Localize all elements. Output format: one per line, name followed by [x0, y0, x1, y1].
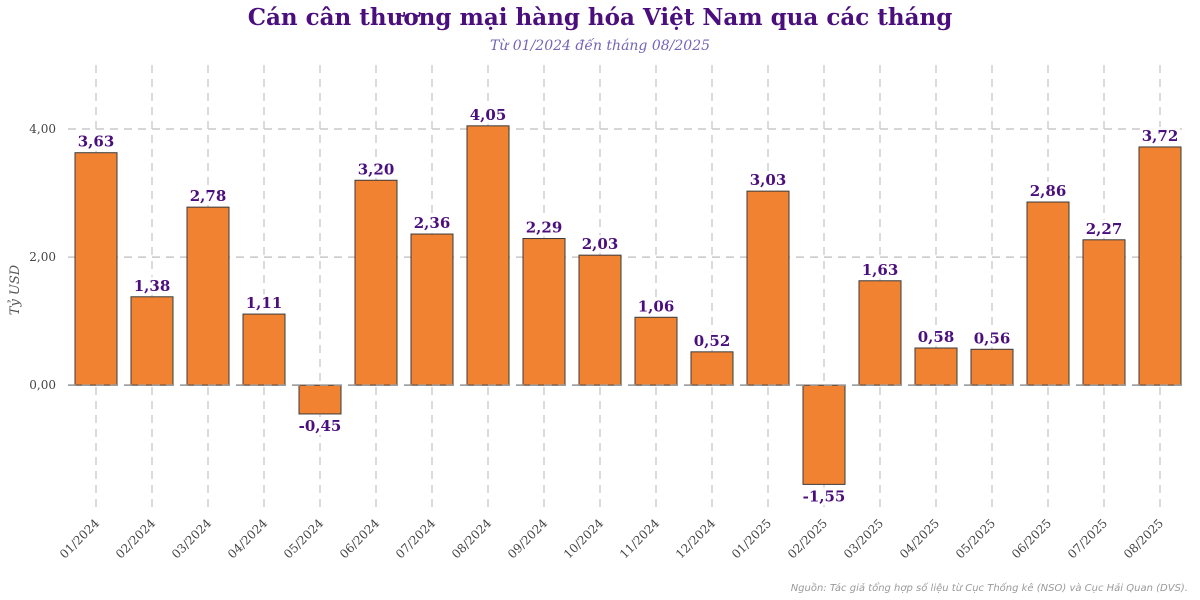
y-tick-label: 0,00 — [29, 378, 56, 392]
bar — [1082, 239, 1126, 386]
data-label-bg — [579, 235, 621, 254]
x-tick-label: 08/2024 — [449, 516, 494, 561]
data-label-bg — [1083, 219, 1125, 238]
data-label: 2,86 — [1030, 182, 1067, 200]
data-label-bg — [635, 297, 677, 316]
x-tick-label: 01/2024 — [57, 516, 102, 561]
data-labels: 3,63 1,38 2,78 1,11 -0,45 3,20 2,36 4,05 2,29 2,0… — [75, 105, 1181, 506]
data-label: 1,06 — [638, 297, 675, 315]
bar — [690, 351, 734, 386]
bar — [802, 384, 846, 485]
data-label-bg — [971, 329, 1013, 348]
data-label-bg — [1139, 126, 1181, 145]
data-label-bg — [75, 132, 117, 151]
data-label: -1,55 — [803, 487, 846, 505]
y-tick-label: 2,00 — [29, 250, 56, 264]
data-label: 3,63 — [78, 133, 115, 151]
data-label: 2,36 — [414, 214, 451, 232]
data-label: 2,78 — [190, 187, 227, 205]
data-label: 1,38 — [134, 277, 171, 295]
data-label: 1,63 — [862, 261, 899, 279]
x-tick-label: 01/2025 — [729, 516, 774, 561]
data-label: 2,29 — [526, 219, 563, 237]
data-label: 2,27 — [1086, 220, 1123, 238]
bar — [746, 190, 790, 386]
data-label: 0,56 — [974, 329, 1011, 347]
data-label-bg — [187, 187, 229, 206]
data-label: 0,52 — [694, 332, 731, 350]
bar — [186, 206, 230, 386]
x-tick-label: 05/2025 — [953, 516, 998, 561]
bar — [970, 348, 1014, 386]
data-label: -0,45 — [299, 417, 342, 435]
bar — [130, 296, 174, 386]
x-tick-label: 03/2024 — [169, 516, 214, 561]
x-tick-label: 06/2024 — [337, 516, 382, 561]
x-tick-label: 09/2024 — [505, 516, 550, 561]
bars — [74, 125, 1182, 485]
data-label-bg — [747, 171, 789, 190]
bar — [522, 238, 566, 386]
y-axis-label: Tỷ USD — [8, 264, 23, 315]
bar — [298, 384, 342, 415]
bar — [578, 254, 622, 386]
bar — [466, 125, 510, 386]
data-label: 3,03 — [750, 171, 787, 189]
x-tick-label: 05/2024 — [281, 516, 326, 561]
x-tick-label: 07/2024 — [393, 516, 438, 561]
data-label-bg — [131, 276, 173, 295]
data-label-bg — [523, 218, 565, 237]
grid — [68, 65, 1188, 510]
x-tick-label: 06/2025 — [1009, 516, 1054, 561]
data-label-bg — [355, 160, 397, 179]
data-label: 3,72 — [1142, 127, 1179, 145]
data-label: 2,03 — [582, 235, 619, 253]
data-label-bg — [243, 294, 285, 313]
x-tick-label: 08/2025 — [1121, 516, 1166, 561]
bar — [1026, 201, 1070, 386]
source-note: Nguồn: Tác giả tổng hợp số liệu từ Cục T… — [790, 583, 1188, 594]
chart-subtitle: Từ 01/2024 đến tháng 08/2025 — [489, 38, 711, 54]
data-label-bg — [691, 331, 733, 350]
bar — [242, 313, 286, 386]
data-label-bg — [467, 105, 509, 124]
bar — [354, 179, 398, 386]
data-label-bg — [411, 214, 453, 233]
bar — [410, 233, 454, 386]
bar — [74, 152, 118, 386]
data-label: 4,05 — [470, 106, 507, 124]
chart-title: Cán cân thương mại hàng hóa Việt Nam qua… — [247, 4, 953, 31]
data-label-bg — [799, 487, 849, 506]
x-tick-label: 02/2024 — [113, 516, 158, 561]
x-tick-label: 07/2025 — [1065, 516, 1110, 561]
bar — [634, 316, 678, 386]
data-label: 1,11 — [246, 294, 283, 312]
bar — [858, 280, 902, 386]
y-tick-label: 4,00 — [29, 122, 56, 136]
x-tick-label: 04/2025 — [897, 516, 942, 561]
x-tick-label: 02/2025 — [785, 516, 830, 561]
data-label-bg — [295, 416, 345, 435]
data-label-bg — [915, 328, 957, 347]
x-tick-label: 04/2024 — [225, 516, 270, 561]
data-label: 3,20 — [358, 160, 395, 178]
data-label-bg — [859, 260, 901, 279]
bar — [914, 347, 958, 386]
x-tick-label: 03/2025 — [841, 516, 886, 561]
data-label: 0,58 — [918, 328, 955, 346]
bar — [1138, 146, 1182, 386]
x-tick-label: 12/2024 — [673, 516, 718, 561]
x-tick-label: 11/2024 — [617, 516, 662, 561]
data-label-bg — [1027, 182, 1069, 201]
x-tick-label: 10/2024 — [561, 516, 606, 561]
